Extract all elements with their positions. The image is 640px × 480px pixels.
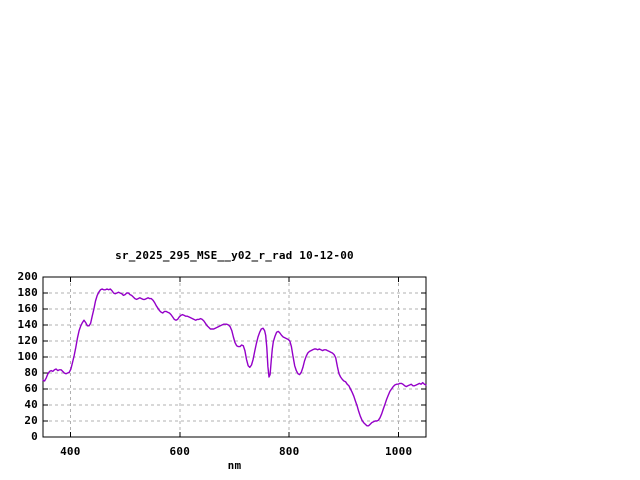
x-tick-label: 800 [278,445,300,458]
y-tick-label: 180 [17,286,38,299]
x-tick-label: 600 [169,445,191,458]
y-tick-label: 20 [24,414,38,427]
x-tick-label: 1000 [384,445,413,458]
y-tick-label: 120 [17,334,38,347]
y-tick-label: 200 [17,270,38,283]
x-axis-label: nm [227,459,242,472]
y-tick-label: 160 [17,302,38,315]
chart-title: sr_2025_295_MSE__y02_r_rad 10-12-00 [115,249,354,262]
x-tick-label: 400 [60,445,81,458]
data-curve [42,288,427,427]
y-tick-label: 140 [17,318,38,331]
y-tick-label: 0 [31,430,38,443]
y-tick-label: 40 [24,398,38,411]
y-tick-label: 60 [24,382,38,395]
y-tick-label: 100 [17,350,38,363]
y-tick-label: 80 [24,366,38,379]
